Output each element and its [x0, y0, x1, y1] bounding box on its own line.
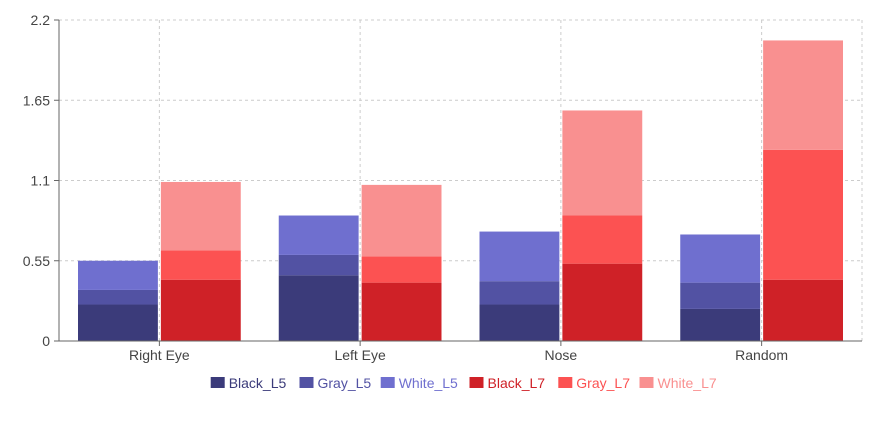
y-tick-label: 0: [42, 333, 50, 349]
legend-swatch: [380, 377, 395, 388]
legend-swatch: [469, 377, 484, 388]
bar-white-l5: [278, 215, 359, 255]
bar-black-l7: [361, 282, 442, 341]
bar-black-l5: [278, 275, 359, 341]
legend-swatch: [210, 377, 225, 388]
bar-gray-l5: [479, 281, 560, 305]
legend-label: White_L5: [399, 375, 458, 391]
legend-label: Gray_L5: [318, 375, 372, 391]
bar-gray-l7: [763, 149, 843, 280]
legend: Black_L5 Gray_L5 White_L5 Black_L7 Gray_L7 Wh…: [210, 375, 717, 391]
legend-label: Black_L5: [229, 375, 287, 391]
bar-black-l5: [680, 308, 761, 341]
bar-white-l7: [763, 40, 843, 150]
bar-gray-l7: [562, 215, 643, 264]
bar-black-l7: [160, 279, 241, 341]
legend-swatch: [299, 377, 314, 388]
bar-gray-l7: [160, 250, 241, 280]
bar-gray-l7: [361, 256, 442, 283]
bar-black-l5: [479, 304, 560, 341]
bars: [78, 40, 843, 341]
bar-white-l5: [680, 234, 761, 283]
bar-black-l7: [763, 279, 843, 341]
legend-label: Black_L7: [488, 375, 546, 391]
legend-swatch: [639, 377, 654, 388]
y-tick-label: 1.1: [31, 173, 51, 189]
bar-white-l7: [160, 181, 241, 251]
y-tick-label: 2.2: [31, 12, 51, 28]
bar-gray-l5: [278, 254, 359, 276]
bar-white-l7: [562, 110, 643, 216]
y-tick-label: 1.65: [23, 92, 50, 108]
legend-swatch: [558, 377, 573, 388]
bar-gray-l5: [680, 282, 761, 309]
bar-black-l7: [562, 263, 643, 341]
y-tick-label: 0.55: [23, 253, 50, 269]
legend-label: Gray_L7: [576, 375, 630, 391]
bar-black-l5: [78, 304, 158, 341]
x-tick-label: Right Eye: [129, 347, 190, 363]
x-tick-label: Nose: [545, 347, 578, 363]
legend-label: White_L7: [658, 375, 717, 391]
axes: 0 0.55 1.1 1.65 2.2 Right Eye Left Eye Nose Rand…: [23, 12, 862, 363]
bar-white-l5: [78, 260, 158, 290]
x-tick-label: Left Eye: [334, 347, 386, 363]
bar-white-l7: [361, 184, 442, 257]
bar-white-l5: [479, 231, 560, 282]
bar-gray-l5: [78, 289, 158, 305]
x-tick-label: Random: [735, 347, 788, 363]
